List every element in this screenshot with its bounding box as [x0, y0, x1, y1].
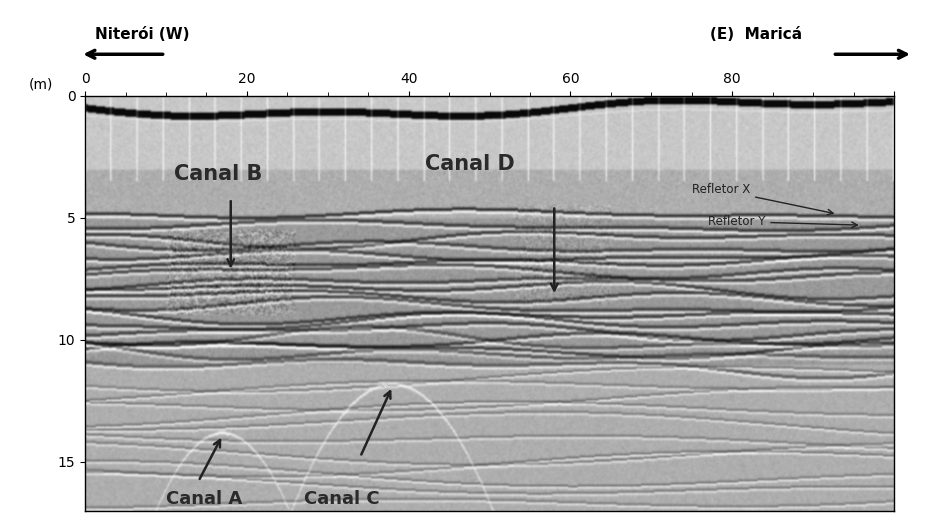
- Text: Canal B: Canal B: [174, 164, 262, 184]
- Text: Canal D: Canal D: [425, 154, 515, 174]
- Text: Canal C: Canal C: [304, 489, 379, 508]
- Text: Refletor X: Refletor X: [692, 184, 833, 215]
- Text: Canal A: Canal A: [166, 489, 242, 508]
- Text: Niterói (W): Niterói (W): [95, 27, 189, 42]
- Text: (m): (m): [28, 78, 53, 92]
- Text: (E)  Maricá: (E) Maricá: [710, 27, 801, 42]
- Text: Refletor Y: Refletor Y: [708, 215, 857, 228]
